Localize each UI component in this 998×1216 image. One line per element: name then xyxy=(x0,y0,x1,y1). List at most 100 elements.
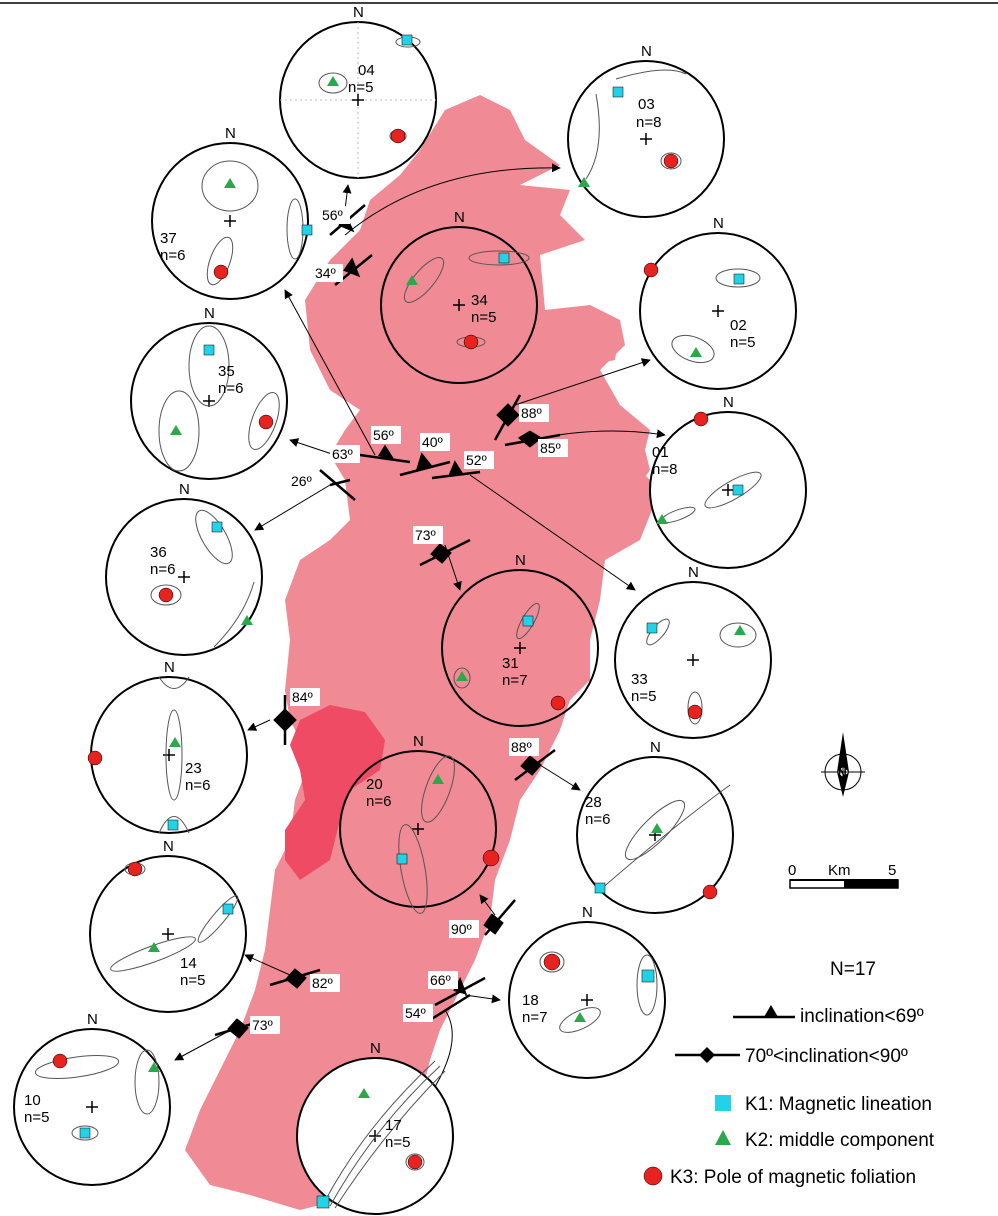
count-label: n=5 xyxy=(24,1109,49,1126)
count-label: n=6 xyxy=(160,247,185,264)
stereonet-18: N 18 n=7 xyxy=(508,904,666,1079)
k2-marker xyxy=(148,1062,160,1072)
k3-marker xyxy=(687,704,703,720)
north-label: N xyxy=(515,552,526,569)
north-label: N xyxy=(413,733,424,750)
svg-text:K2: middle component: K2: middle component xyxy=(745,1130,935,1151)
north-label: N xyxy=(723,394,734,411)
k3-marker xyxy=(87,750,103,766)
site-label: 14 xyxy=(180,955,197,972)
north-label: N xyxy=(370,1040,381,1057)
site-label: 02 xyxy=(730,317,747,334)
north-label: N xyxy=(353,4,364,21)
k2-marker xyxy=(574,1012,586,1022)
site-label: 33 xyxy=(631,671,648,688)
svg-text:inclination<69º: inclination<69º xyxy=(800,1006,924,1027)
stereonet-02: N 02 n=5 xyxy=(639,215,797,390)
stereonet-04: N 04 n=5 xyxy=(279,4,437,179)
k2-marker xyxy=(456,671,468,681)
angle-label: 52º xyxy=(466,452,487,468)
legend-k3: K3: Pole of magnetic foliation xyxy=(643,1166,916,1188)
scale-unit: Km xyxy=(828,862,851,879)
k1-marker xyxy=(79,1127,91,1139)
k2-marker xyxy=(432,774,444,784)
stereonet-33: N 33 n=5 xyxy=(614,564,772,739)
legend: N=17 inclination<69º 70º<inclination<90º… xyxy=(643,959,935,1188)
site-label: 37 xyxy=(160,230,177,247)
stereonet-01: N 01 n=8 xyxy=(649,394,807,569)
k2-marker xyxy=(170,425,182,435)
site-label: 17 xyxy=(385,1117,402,1134)
count-label: n=6 xyxy=(585,811,610,828)
scale-bar: 0 Km 5 xyxy=(788,862,899,889)
stereonet-28: N 28 n=6 xyxy=(576,739,734,914)
svg-text:K3: Pole of magnetic foliation: K3: Pole of magnetic foliation xyxy=(670,1167,916,1188)
count-label: n=5 xyxy=(348,79,373,96)
angle-label: 90º xyxy=(451,921,472,937)
angle-label: 26º xyxy=(291,473,312,489)
count-label: n=5 xyxy=(385,1134,410,1151)
count-label: n=7 xyxy=(522,1009,547,1026)
k2-marker xyxy=(690,347,702,357)
angle-label: 54º xyxy=(405,1005,426,1021)
stereonet-20: N 20 n=6 xyxy=(339,733,500,914)
svg-text:K1: Magnetic lineation: K1: Magnetic lineation xyxy=(745,1094,932,1115)
site-label: 23 xyxy=(185,760,202,777)
svg-text:70º<inclination<90º: 70º<inclination<90º xyxy=(745,1046,908,1067)
k2-marker xyxy=(406,275,418,285)
k2-marker xyxy=(734,625,746,635)
svg-text:N: N xyxy=(838,766,847,780)
north-arrow-icon: N xyxy=(821,732,865,797)
north-label: N xyxy=(582,904,593,921)
angle-label: 56º xyxy=(322,207,343,223)
angle-label: 82º xyxy=(312,975,333,991)
k1-marker xyxy=(522,615,534,627)
count-label: n=5 xyxy=(180,972,205,989)
k2-marker xyxy=(169,737,181,747)
north-label: N xyxy=(713,215,724,232)
count-label: n=5 xyxy=(730,334,755,351)
north-label: N xyxy=(87,1011,98,1028)
k2-marker xyxy=(327,76,339,86)
site-label: 18 xyxy=(522,992,539,1009)
north-label: N xyxy=(688,564,699,581)
site-label: 01 xyxy=(652,444,669,461)
north-label: N xyxy=(163,838,174,855)
stereonet-23: N 23 n=6 xyxy=(87,659,248,834)
site-label: 20 xyxy=(366,776,383,793)
k3-marker xyxy=(52,1053,68,1069)
north-label: N xyxy=(225,125,236,142)
k3-marker xyxy=(643,262,659,278)
site-label: 28 xyxy=(585,794,602,811)
site-label: 36 xyxy=(150,544,167,561)
k2-marker xyxy=(656,514,668,524)
north-label: N xyxy=(179,481,190,498)
count-label: n=8 xyxy=(652,461,677,478)
stereonet-37: N 37 n=6 xyxy=(151,125,313,300)
site-label: 34 xyxy=(471,292,488,309)
scale-max: 5 xyxy=(888,862,896,879)
legend-k2: K2: middle component xyxy=(715,1130,935,1151)
count-label: n=6 xyxy=(150,561,175,578)
count-label: n=5 xyxy=(471,309,496,326)
count-label: n=7 xyxy=(502,672,527,689)
stereonets: N 04 n=5 N 03 n=8 xyxy=(13,4,807,1215)
k1-marker xyxy=(498,252,510,264)
site-label: 31 xyxy=(502,655,519,672)
k2-marker xyxy=(241,615,253,625)
angle-label: 63º xyxy=(332,446,353,462)
stereonet-03: N 03 n=8 xyxy=(567,43,725,218)
legend-count: N=17 xyxy=(830,959,876,980)
legend-k1: K1: Magnetic lineation xyxy=(715,1094,932,1115)
angle-label: 56º xyxy=(373,427,394,443)
site-label: 35 xyxy=(218,363,235,380)
stereonet-14: N 14 n=5 xyxy=(89,838,247,1013)
k1-marker xyxy=(733,273,745,285)
angle-label: 34º xyxy=(315,265,336,281)
angle-label: 40º xyxy=(422,434,443,450)
stereonet-34: N 34 n=5 xyxy=(380,209,538,384)
k3-marker xyxy=(693,411,709,427)
legend-inclination-high: 70º<inclination<90º xyxy=(675,1046,908,1067)
angle-label: 66º xyxy=(430,972,451,988)
site-label: 10 xyxy=(24,1092,41,1109)
